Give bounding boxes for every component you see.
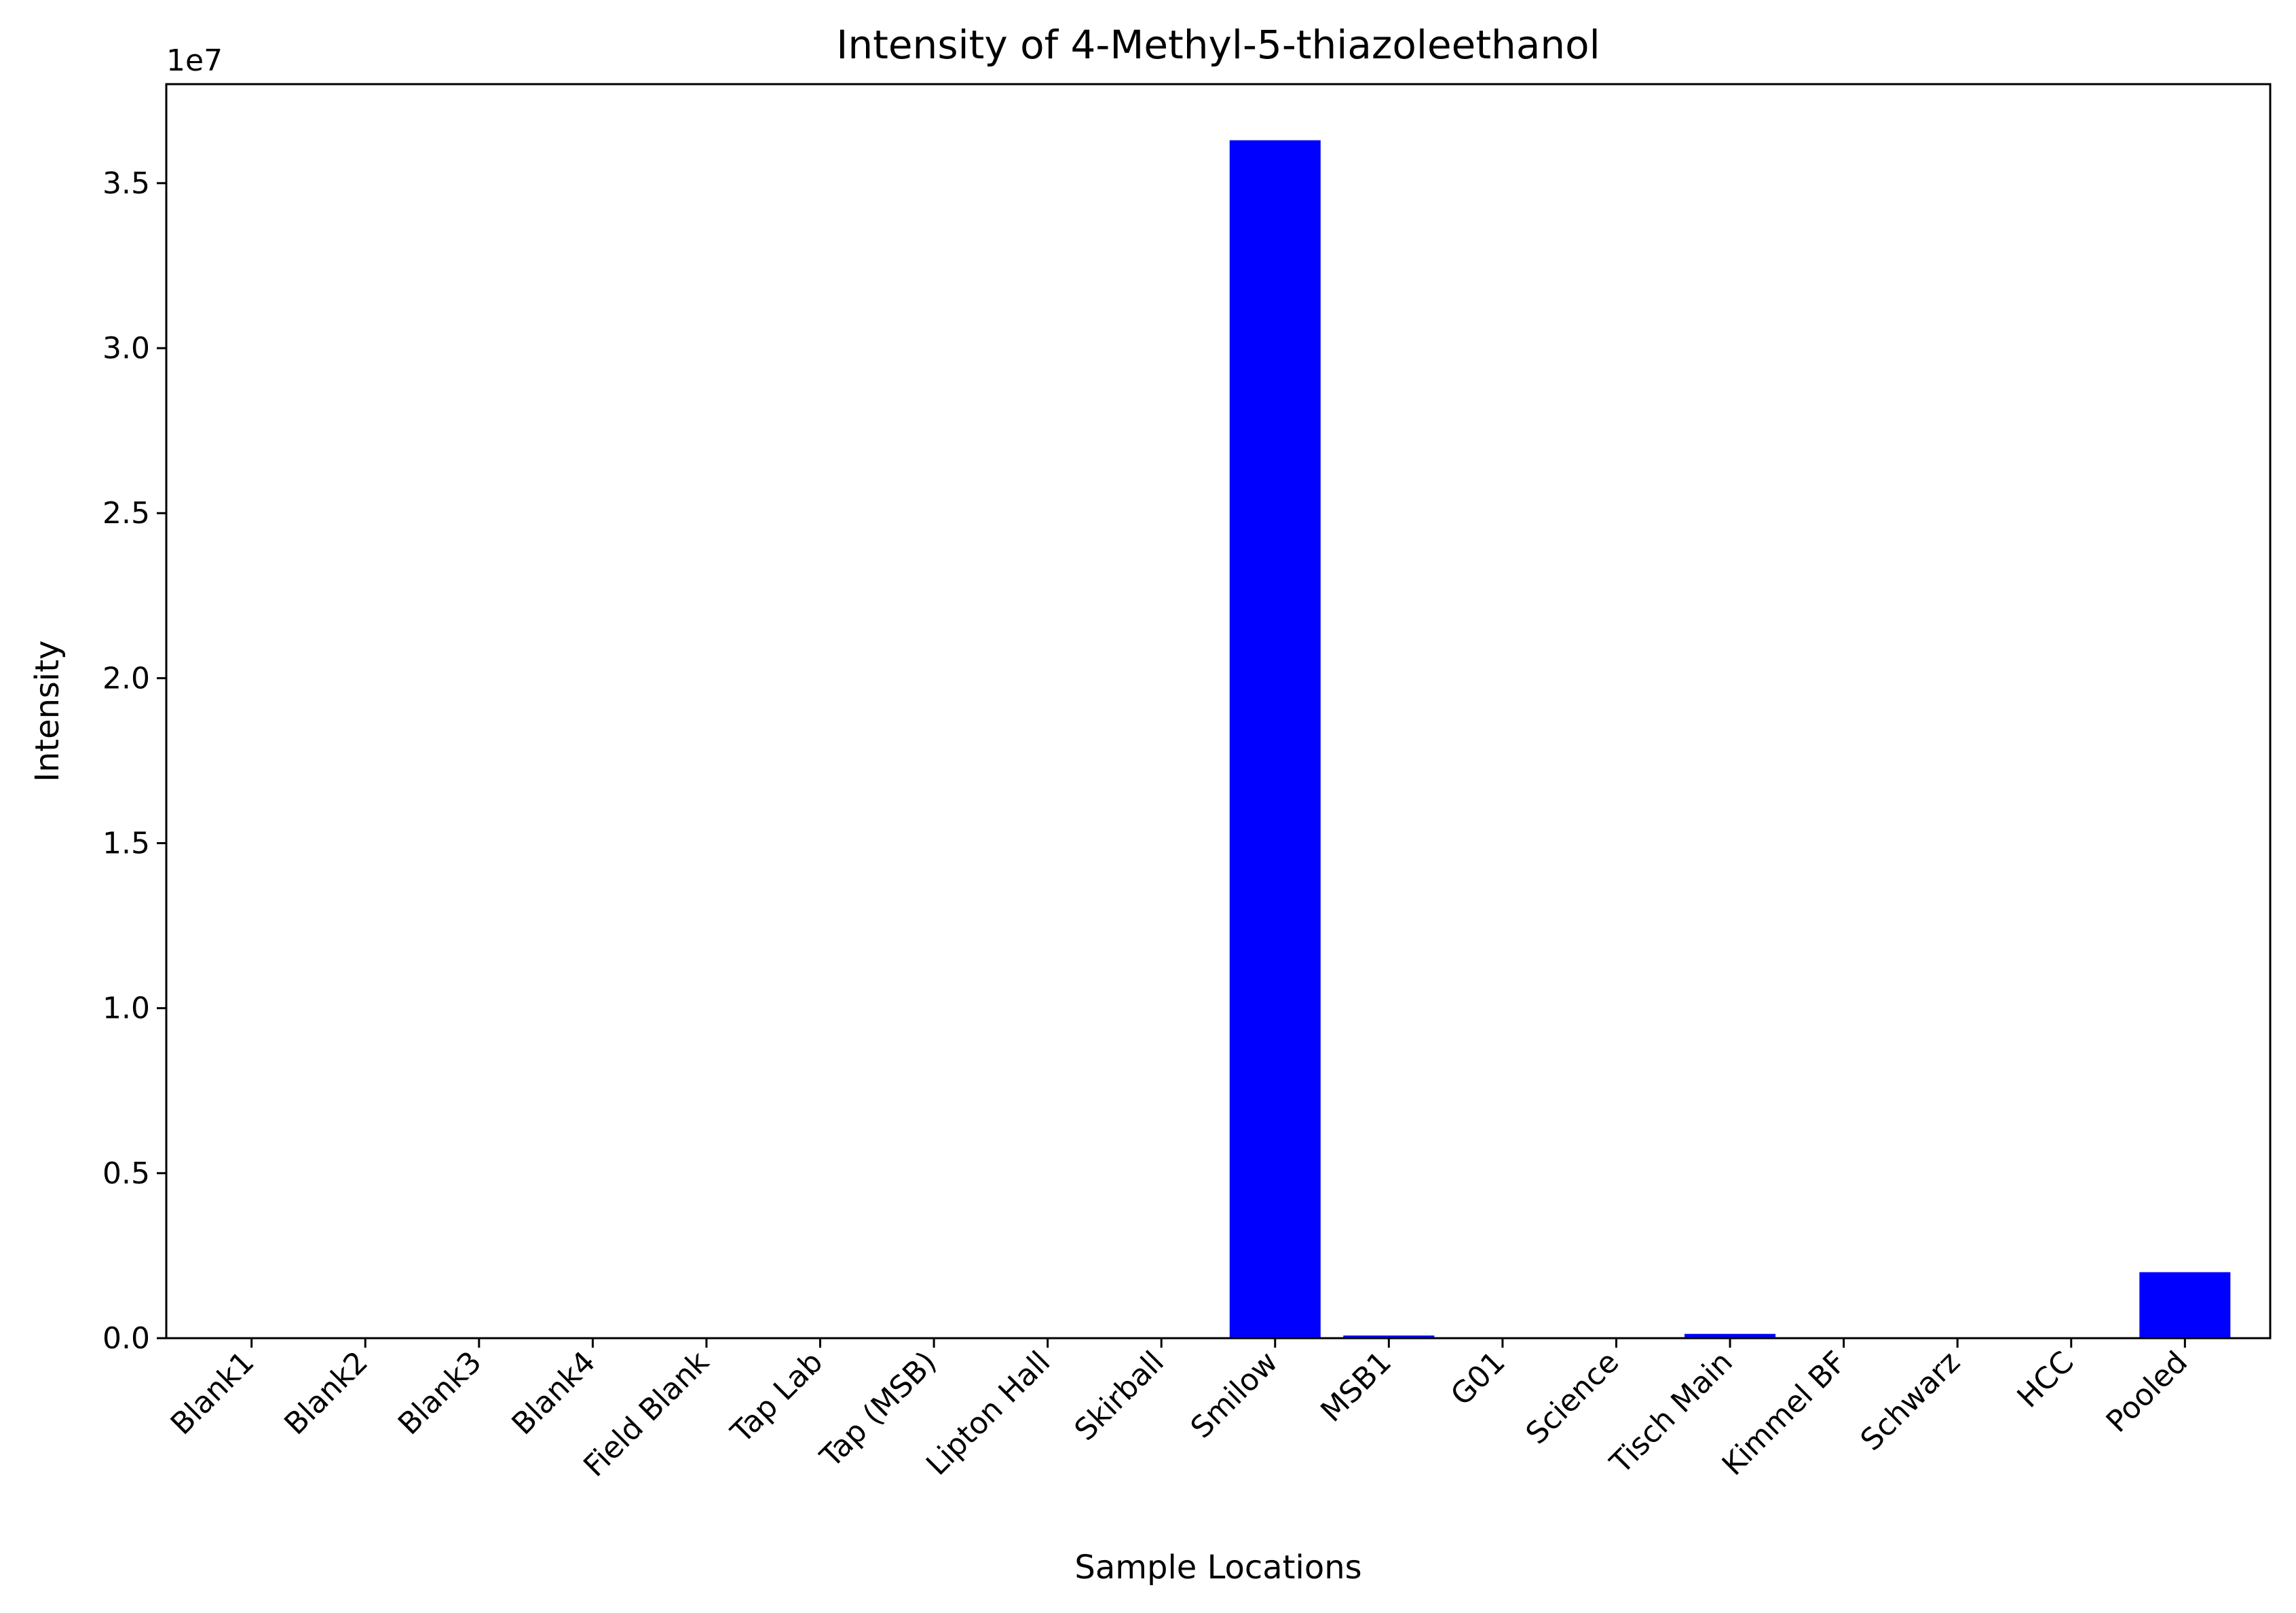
bar-msb1 [1343,1335,1435,1338]
bar-smilow [1229,140,1321,1338]
chart-title: Intensity of 4-Methyl-5-thiazoleethanol [836,22,1600,68]
y-tick-label: 0.0 [102,1321,150,1356]
y-axis-offset-label: 1e7 [166,43,223,78]
bars-group [1229,140,2231,1338]
bar-pooled [2139,1272,2231,1338]
y-tick-label: 2.5 [102,496,150,531]
plot-frame [165,83,2272,1340]
y-tick-label: 3.5 [102,166,150,201]
y-tick-label: 0.5 [102,1156,150,1191]
y-tick-label: 3.0 [102,331,150,366]
y-tick-label: 1.5 [102,827,150,861]
y-axis: 0.0 0.5 1.0 1.5 2.0 2.5 3.0 3.5 [102,166,166,1356]
x-axis-title: Sample Locations [1074,1549,1361,1587]
y-tick-label: 2.0 [102,661,150,696]
y-tick-label: 1.0 [102,991,150,1026]
y-axis-title: Intensity [29,641,67,782]
bar-tisch-main [1685,1333,1776,1338]
